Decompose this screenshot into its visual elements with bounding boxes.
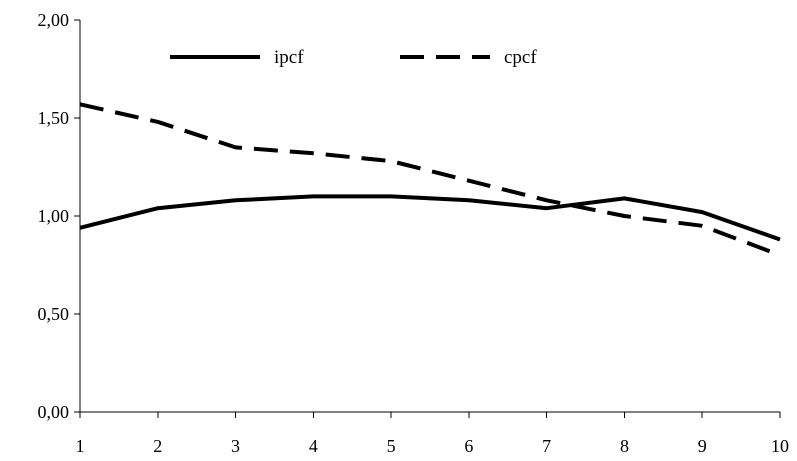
x-tick-label: 3 (231, 436, 240, 456)
x-axis-ticks: 1 2 3 4 5 6 7 8 9 10 (76, 412, 789, 456)
axes (79, 20, 780, 413)
y-tick-label: 2,00 (38, 10, 70, 30)
y-tick-label: 0,00 (38, 402, 70, 422)
y-axis-ticks: 0,00 0,50 1,00 1,50 2,00 (38, 10, 80, 422)
x-tick-label: 8 (620, 436, 629, 456)
legend-label-ipcf: ipcf (274, 47, 304, 68)
x-tick-label: 4 (309, 436, 318, 456)
legend: ipcf cpcf (170, 47, 537, 68)
y-tick-label: 1,00 (38, 206, 70, 226)
series-lines (79, 102, 781, 258)
x-tick-label: 9 (698, 436, 707, 456)
x-tick-label: 5 (387, 436, 396, 456)
x-tick-label: 6 (464, 436, 473, 456)
legend-label-cpcf: cpcf (504, 47, 537, 68)
x-tick-label: 7 (542, 436, 551, 456)
x-tick-label: 10 (771, 436, 789, 456)
x-tick-label: 2 (153, 436, 162, 456)
x-tick-label: 1 (76, 436, 85, 456)
y-tick-label: 0,50 (38, 304, 70, 324)
y-tick-label: 1,50 (38, 108, 70, 128)
series-line-cpcf (79, 102, 781, 258)
series-line-ipcf (79, 194, 781, 242)
